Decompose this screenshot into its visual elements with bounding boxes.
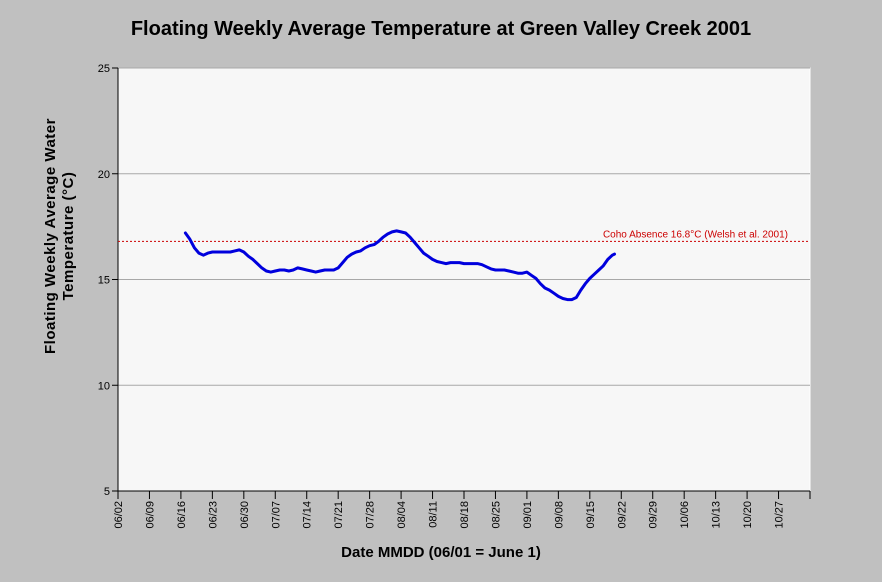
x-tick-label: 08/18 (459, 501, 471, 529)
gridlines (118, 67, 810, 386)
x-tick-label: 07/28 (365, 501, 377, 529)
x-tick-label: 10/20 (742, 501, 754, 529)
x-tick-label: 07/14 (302, 501, 314, 529)
x-axis-label: Date MMDD (06/01 = June 1) (341, 544, 541, 561)
series-group (183, 229, 616, 302)
axes: 5 10 15 20 25 06/02 06/09 06/16 06/23 06/30 07/07 0… (98, 63, 811, 529)
x-tick-label: 09/29 (648, 501, 660, 529)
x-tick-label: 07/07 (270, 501, 282, 529)
x-tick-label: 10/06 (679, 501, 691, 529)
x-tick-label: 08/25 (490, 501, 502, 529)
y-tick-label: 20 (98, 169, 110, 181)
x-tick-label: 10/27 (774, 501, 786, 529)
reference-line-group: Coho Absence 16.8°C (Welsh et al. 2001) (118, 229, 810, 242)
x-tick-label: 09/22 (616, 501, 628, 529)
x-tick-label: 06/16 (176, 501, 188, 529)
y-tick-label: 5 (104, 486, 110, 498)
x-tick-label: 09/08 (553, 501, 565, 529)
x-tick-label: 06/09 (144, 501, 156, 529)
y-tick-label: 10 (98, 380, 110, 392)
y-tick-label: 25 (98, 63, 110, 75)
reference-line-label: Coho Absence 16.8°C (Welsh et al. 2001) (603, 229, 788, 240)
series-line (183, 229, 616, 302)
x-tick-label: 09/01 (522, 501, 534, 529)
chart-title: Floating Weekly Average Temperature at G… (130, 18, 752, 40)
y-tick-label: 15 (98, 275, 110, 287)
x-tick-label: 06/02 (113, 501, 125, 529)
x-tick-label: 08/04 (396, 501, 408, 529)
x-tick-label: 06/23 (207, 501, 219, 529)
x-tick-label: 08/11 (428, 501, 440, 528)
x-tick-label: 07/21 (333, 501, 345, 529)
x-tick-label: 06/30 (239, 501, 251, 529)
x-tick-label: 09/15 (585, 501, 597, 529)
x-tick-label: 10/13 (711, 501, 723, 529)
